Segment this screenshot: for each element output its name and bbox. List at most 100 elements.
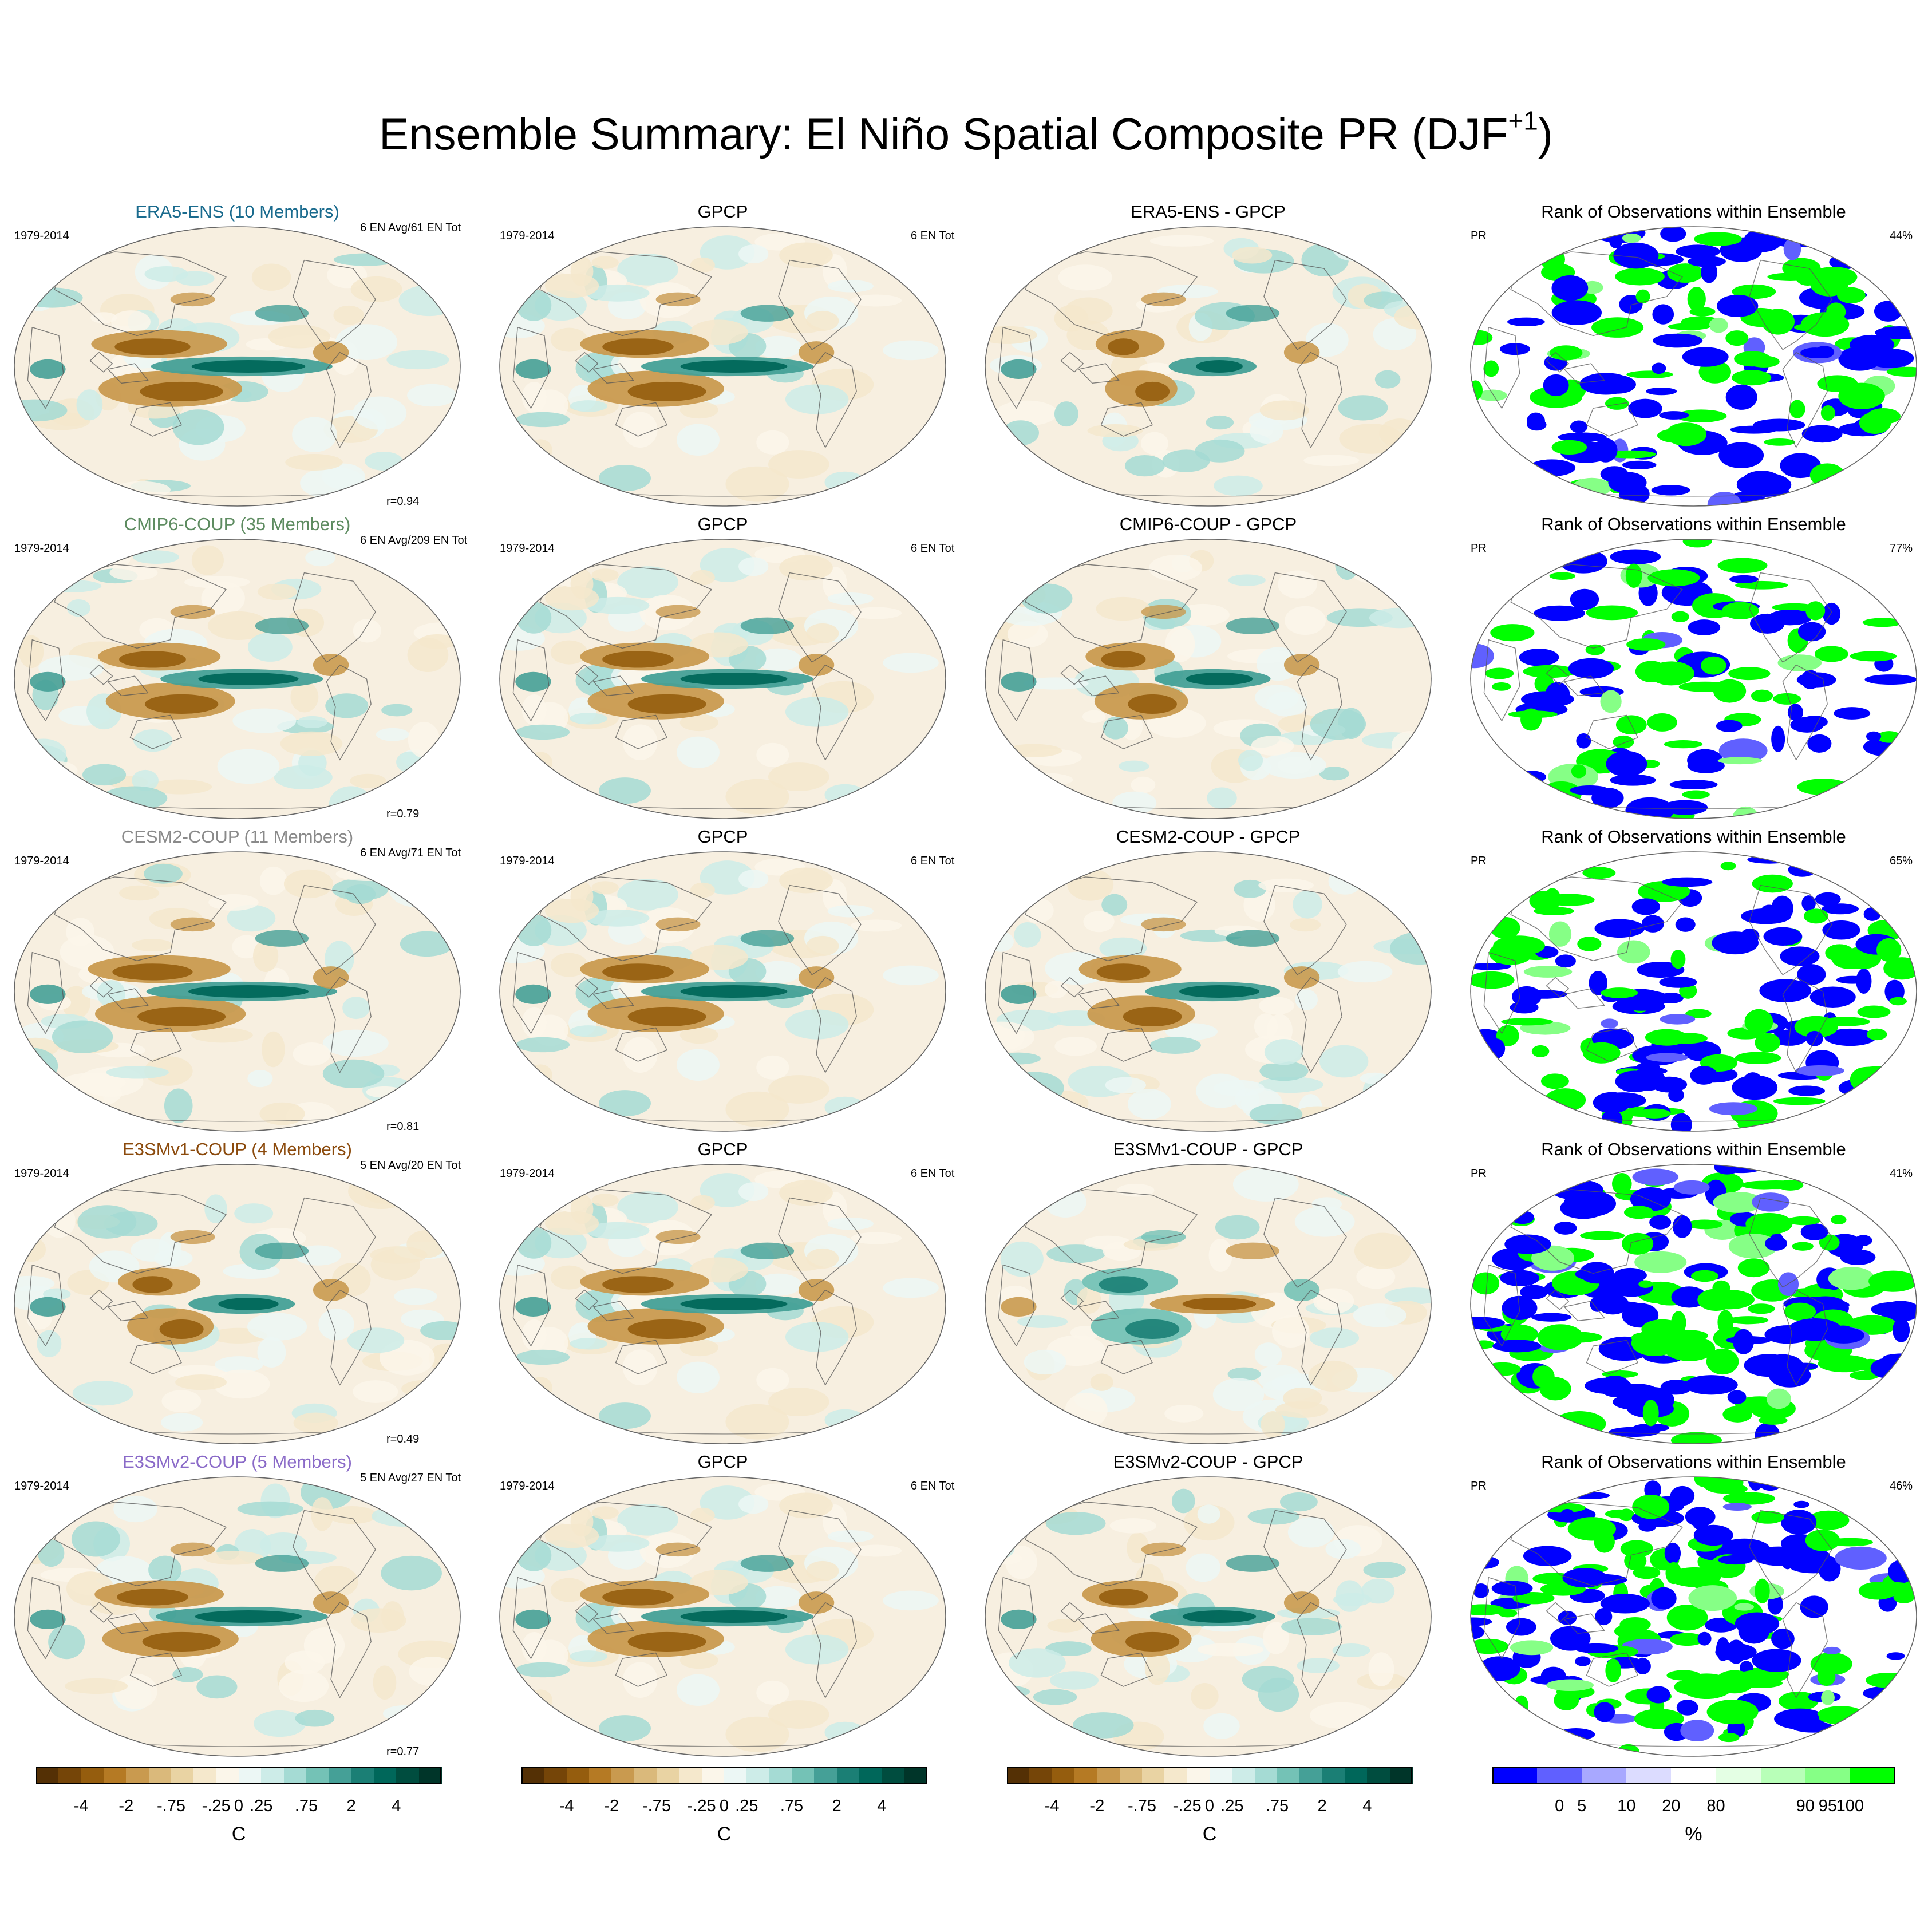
continent-outline bbox=[1263, 1510, 1347, 1601]
field-blob bbox=[599, 1402, 651, 1429]
field-blob bbox=[1251, 736, 1294, 756]
rank-patch bbox=[1610, 549, 1661, 564]
colorbar-swatch bbox=[104, 1767, 127, 1784]
rank-patch bbox=[1558, 1610, 1577, 1625]
continent-outline bbox=[27, 1265, 64, 1346]
field-blob bbox=[77, 1205, 137, 1239]
rank-patch bbox=[1831, 1215, 1847, 1225]
continent-outline bbox=[1563, 1301, 1605, 1321]
rank-patch bbox=[1478, 389, 1507, 401]
field-blob bbox=[1396, 1214, 1431, 1230]
colorbar-tick-label: -.25 bbox=[687, 1797, 716, 1815]
field-blob bbox=[215, 1356, 263, 1373]
model-title: E3SMv2-COUP (5 Members) bbox=[123, 1452, 352, 1472]
field-blob bbox=[297, 716, 327, 728]
map-outline bbox=[1470, 1164, 1917, 1444]
field-blob bbox=[198, 673, 299, 685]
rank-patch bbox=[1615, 267, 1665, 286]
field-blob bbox=[851, 1232, 902, 1244]
field-blob bbox=[1232, 1167, 1299, 1202]
field-blob bbox=[1215, 1215, 1260, 1240]
colorbar-swatch bbox=[374, 1767, 397, 1784]
field-blob bbox=[1109, 1518, 1157, 1534]
field-blob bbox=[768, 1700, 829, 1729]
field-blob bbox=[700, 235, 755, 270]
field-blob bbox=[318, 1309, 354, 1341]
rank-patch bbox=[1582, 867, 1616, 879]
field-blob bbox=[113, 1495, 158, 1523]
field-blob bbox=[602, 651, 674, 668]
field-blob bbox=[798, 341, 835, 364]
field-blob bbox=[902, 1193, 924, 1207]
pattern-correlation: r=0.94 bbox=[386, 495, 420, 508]
continent-outline bbox=[811, 1602, 857, 1698]
figure-title-superscript: +1 bbox=[1508, 105, 1538, 136]
field-blob bbox=[217, 749, 280, 784]
difference-title: E3SMv1-COUP - GPCP bbox=[1113, 1139, 1303, 1159]
field-blob bbox=[725, 466, 789, 502]
rank-patch bbox=[1555, 954, 1576, 968]
rank-patch bbox=[1886, 366, 1917, 377]
field-blob bbox=[389, 871, 449, 908]
colorbar-swatch bbox=[58, 1767, 82, 1784]
colorbar-swatch bbox=[306, 1767, 329, 1784]
field-blob bbox=[1332, 1643, 1370, 1657]
field-blob bbox=[779, 867, 833, 894]
rank-patch bbox=[1628, 398, 1662, 418]
rank-patch bbox=[1652, 304, 1674, 325]
field-blob bbox=[345, 884, 376, 904]
continent-outline bbox=[1483, 327, 1520, 409]
rank-patch bbox=[1669, 780, 1718, 790]
continent-outline bbox=[27, 1577, 64, 1659]
field-blob bbox=[313, 1591, 349, 1614]
field-blob bbox=[740, 1242, 795, 1259]
field-blob bbox=[690, 319, 748, 345]
field-blob bbox=[591, 568, 619, 582]
rank-patch bbox=[1763, 927, 1803, 946]
rank-patch bbox=[1729, 575, 1759, 583]
rank-patch bbox=[1837, 287, 1866, 303]
rank-patch bbox=[1727, 1390, 1747, 1404]
map-field bbox=[500, 1164, 946, 1444]
obs-period-label: 1979-2014 bbox=[500, 1480, 555, 1492]
field-blob bbox=[515, 1609, 551, 1629]
field-blob bbox=[1042, 1091, 1089, 1116]
rank-patch bbox=[1761, 309, 1795, 335]
rank-patch bbox=[1490, 624, 1535, 642]
period-label: 1979-2014 bbox=[14, 855, 69, 867]
rank-patch bbox=[1682, 539, 1712, 548]
colorbar-tick-label: 4 bbox=[877, 1797, 887, 1815]
continent-outline bbox=[1263, 259, 1347, 350]
rank-patch bbox=[1838, 382, 1885, 410]
field-blob bbox=[785, 1634, 849, 1665]
continent-outline bbox=[1749, 1197, 1832, 1288]
rank-patch bbox=[1685, 1009, 1712, 1018]
field-blob bbox=[827, 905, 874, 918]
rank-patch bbox=[1649, 1215, 1672, 1230]
rank-patch bbox=[1791, 1721, 1834, 1733]
field-blob bbox=[1131, 776, 1156, 793]
map-field bbox=[14, 1164, 460, 1444]
rank-patch bbox=[1520, 1285, 1548, 1300]
field-blob bbox=[283, 869, 334, 899]
continent-outline bbox=[1078, 988, 1120, 1009]
field-blob bbox=[591, 881, 619, 894]
field-blob bbox=[1234, 879, 1267, 898]
map-outline bbox=[1470, 851, 1917, 1132]
rank-patch bbox=[1660, 1380, 1692, 1395]
field-blob bbox=[740, 1555, 795, 1572]
rank-percent: 77% bbox=[1890, 542, 1913, 555]
field-blob bbox=[570, 1338, 607, 1350]
rank-patch bbox=[1834, 707, 1871, 720]
field-blob bbox=[37, 1330, 62, 1357]
rank-patch bbox=[1789, 400, 1805, 418]
field-blob bbox=[690, 882, 715, 898]
field-blob bbox=[677, 1049, 720, 1081]
field-blob bbox=[1149, 555, 1203, 582]
field-blob bbox=[279, 1670, 329, 1702]
continent-outline bbox=[811, 664, 857, 761]
field-blob bbox=[902, 255, 924, 270]
obs-title: GPCP bbox=[697, 202, 748, 222]
field-blob bbox=[806, 935, 839, 957]
field-blob bbox=[1197, 1642, 1264, 1657]
